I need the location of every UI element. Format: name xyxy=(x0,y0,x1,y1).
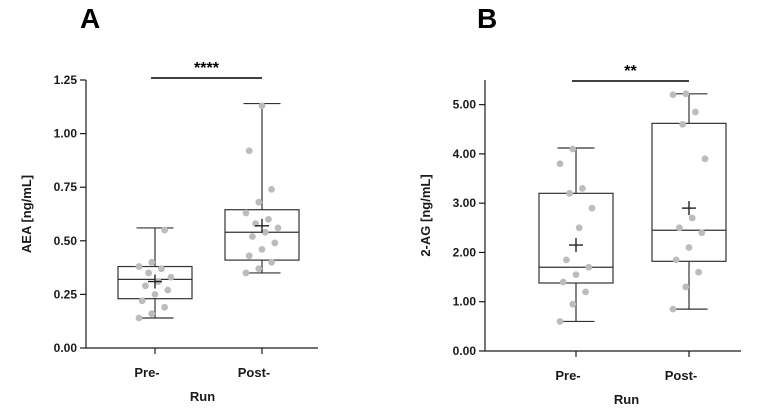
data-point xyxy=(701,155,709,163)
panel-letter: B xyxy=(477,3,497,34)
data-point xyxy=(258,102,266,110)
data-point xyxy=(682,90,690,98)
data-point xyxy=(569,145,577,153)
data-point xyxy=(242,269,250,277)
data-point xyxy=(268,185,275,193)
data-point xyxy=(142,282,149,290)
data-point xyxy=(676,224,683,232)
data-point xyxy=(271,239,279,247)
y-tick-label: 1.25 xyxy=(54,73,78,87)
data-point xyxy=(138,297,146,305)
data-point xyxy=(151,291,159,298)
y-axis-title: AEA [ng/mL] xyxy=(19,175,34,253)
data-point xyxy=(572,271,580,279)
y-tick-label: 0.00 xyxy=(54,341,78,355)
data-point xyxy=(242,209,250,217)
data-point xyxy=(161,226,169,234)
x-category-label: Pre- xyxy=(555,368,580,383)
data-point xyxy=(688,214,696,222)
data-point xyxy=(265,215,272,223)
y-tick-label: 4.00 xyxy=(453,147,477,161)
data-point xyxy=(249,233,256,240)
data-point xyxy=(669,91,677,99)
data-point xyxy=(556,160,564,168)
box-post xyxy=(651,90,727,313)
data-point xyxy=(685,244,693,251)
panel-b: B 0.00 1.00 2.00 3.00 4.00 5.00 Pre- Post- Run 2-A… xyxy=(418,3,741,407)
data-point xyxy=(679,120,686,128)
y-tick-label: 2.00 xyxy=(453,245,477,259)
mean-marker xyxy=(682,201,696,216)
y-tick-label: 0.00 xyxy=(453,344,477,358)
data-point xyxy=(556,318,564,325)
x-category-label: Pre- xyxy=(134,365,159,380)
data-point xyxy=(145,269,153,277)
y-tick-label: 3.00 xyxy=(453,196,477,210)
data-point xyxy=(559,278,567,286)
panel-a: A 0.00 0.25 0.50 0.75 1.00 1.25 Pre- Post- Run AEA… xyxy=(19,3,318,404)
mean-marker xyxy=(148,274,162,289)
data-point xyxy=(158,265,165,273)
data-point xyxy=(148,258,156,266)
data-point xyxy=(274,224,282,232)
data-point xyxy=(669,305,677,313)
significance-label: **** xyxy=(194,60,220,77)
x-category-label: Post- xyxy=(238,365,271,380)
box-post xyxy=(224,102,300,277)
mean-marker xyxy=(255,218,269,233)
data-point xyxy=(245,252,253,260)
data-point xyxy=(258,245,266,253)
y-tick-label: 0.50 xyxy=(54,234,78,248)
iqr-box xyxy=(651,122,727,262)
data-point xyxy=(164,286,172,294)
data-point xyxy=(135,263,143,270)
data-point xyxy=(579,185,586,192)
data-point xyxy=(698,229,706,237)
data-point xyxy=(582,288,589,296)
data-point xyxy=(245,147,253,155)
x-axis-title: Run xyxy=(614,392,639,407)
data-point xyxy=(255,265,263,273)
y-tick-label: 0.75 xyxy=(54,180,78,194)
data-point xyxy=(672,256,680,264)
y-tick-label: 5.00 xyxy=(453,98,477,112)
y-tick-label: 0.25 xyxy=(54,287,78,301)
data-point xyxy=(588,204,596,212)
significance-label: ** xyxy=(624,63,637,80)
x-category-label: Post- xyxy=(665,368,698,383)
data-point xyxy=(575,224,583,232)
data-point xyxy=(569,300,577,308)
data-point xyxy=(261,228,269,236)
data-point xyxy=(255,198,263,206)
data-point xyxy=(167,273,175,281)
data-point xyxy=(161,303,169,311)
y-tick-label: 1.00 xyxy=(453,295,477,309)
data-point xyxy=(563,256,570,264)
data-point xyxy=(135,314,143,322)
panel-letter: A xyxy=(80,3,100,34)
data-point xyxy=(682,283,690,291)
x-axis-title: Run xyxy=(190,389,215,404)
data-point xyxy=(148,310,156,318)
mean-marker xyxy=(569,238,583,253)
data-point xyxy=(566,189,573,197)
box-pre xyxy=(117,226,193,322)
box-pre xyxy=(538,145,614,325)
data-point xyxy=(692,108,699,116)
data-point xyxy=(585,263,593,271)
data-point xyxy=(268,258,275,266)
y-tick-label: 1.00 xyxy=(54,127,78,141)
data-point xyxy=(695,268,702,276)
y-axis-title: 2-AG [ng/mL] xyxy=(418,174,433,256)
